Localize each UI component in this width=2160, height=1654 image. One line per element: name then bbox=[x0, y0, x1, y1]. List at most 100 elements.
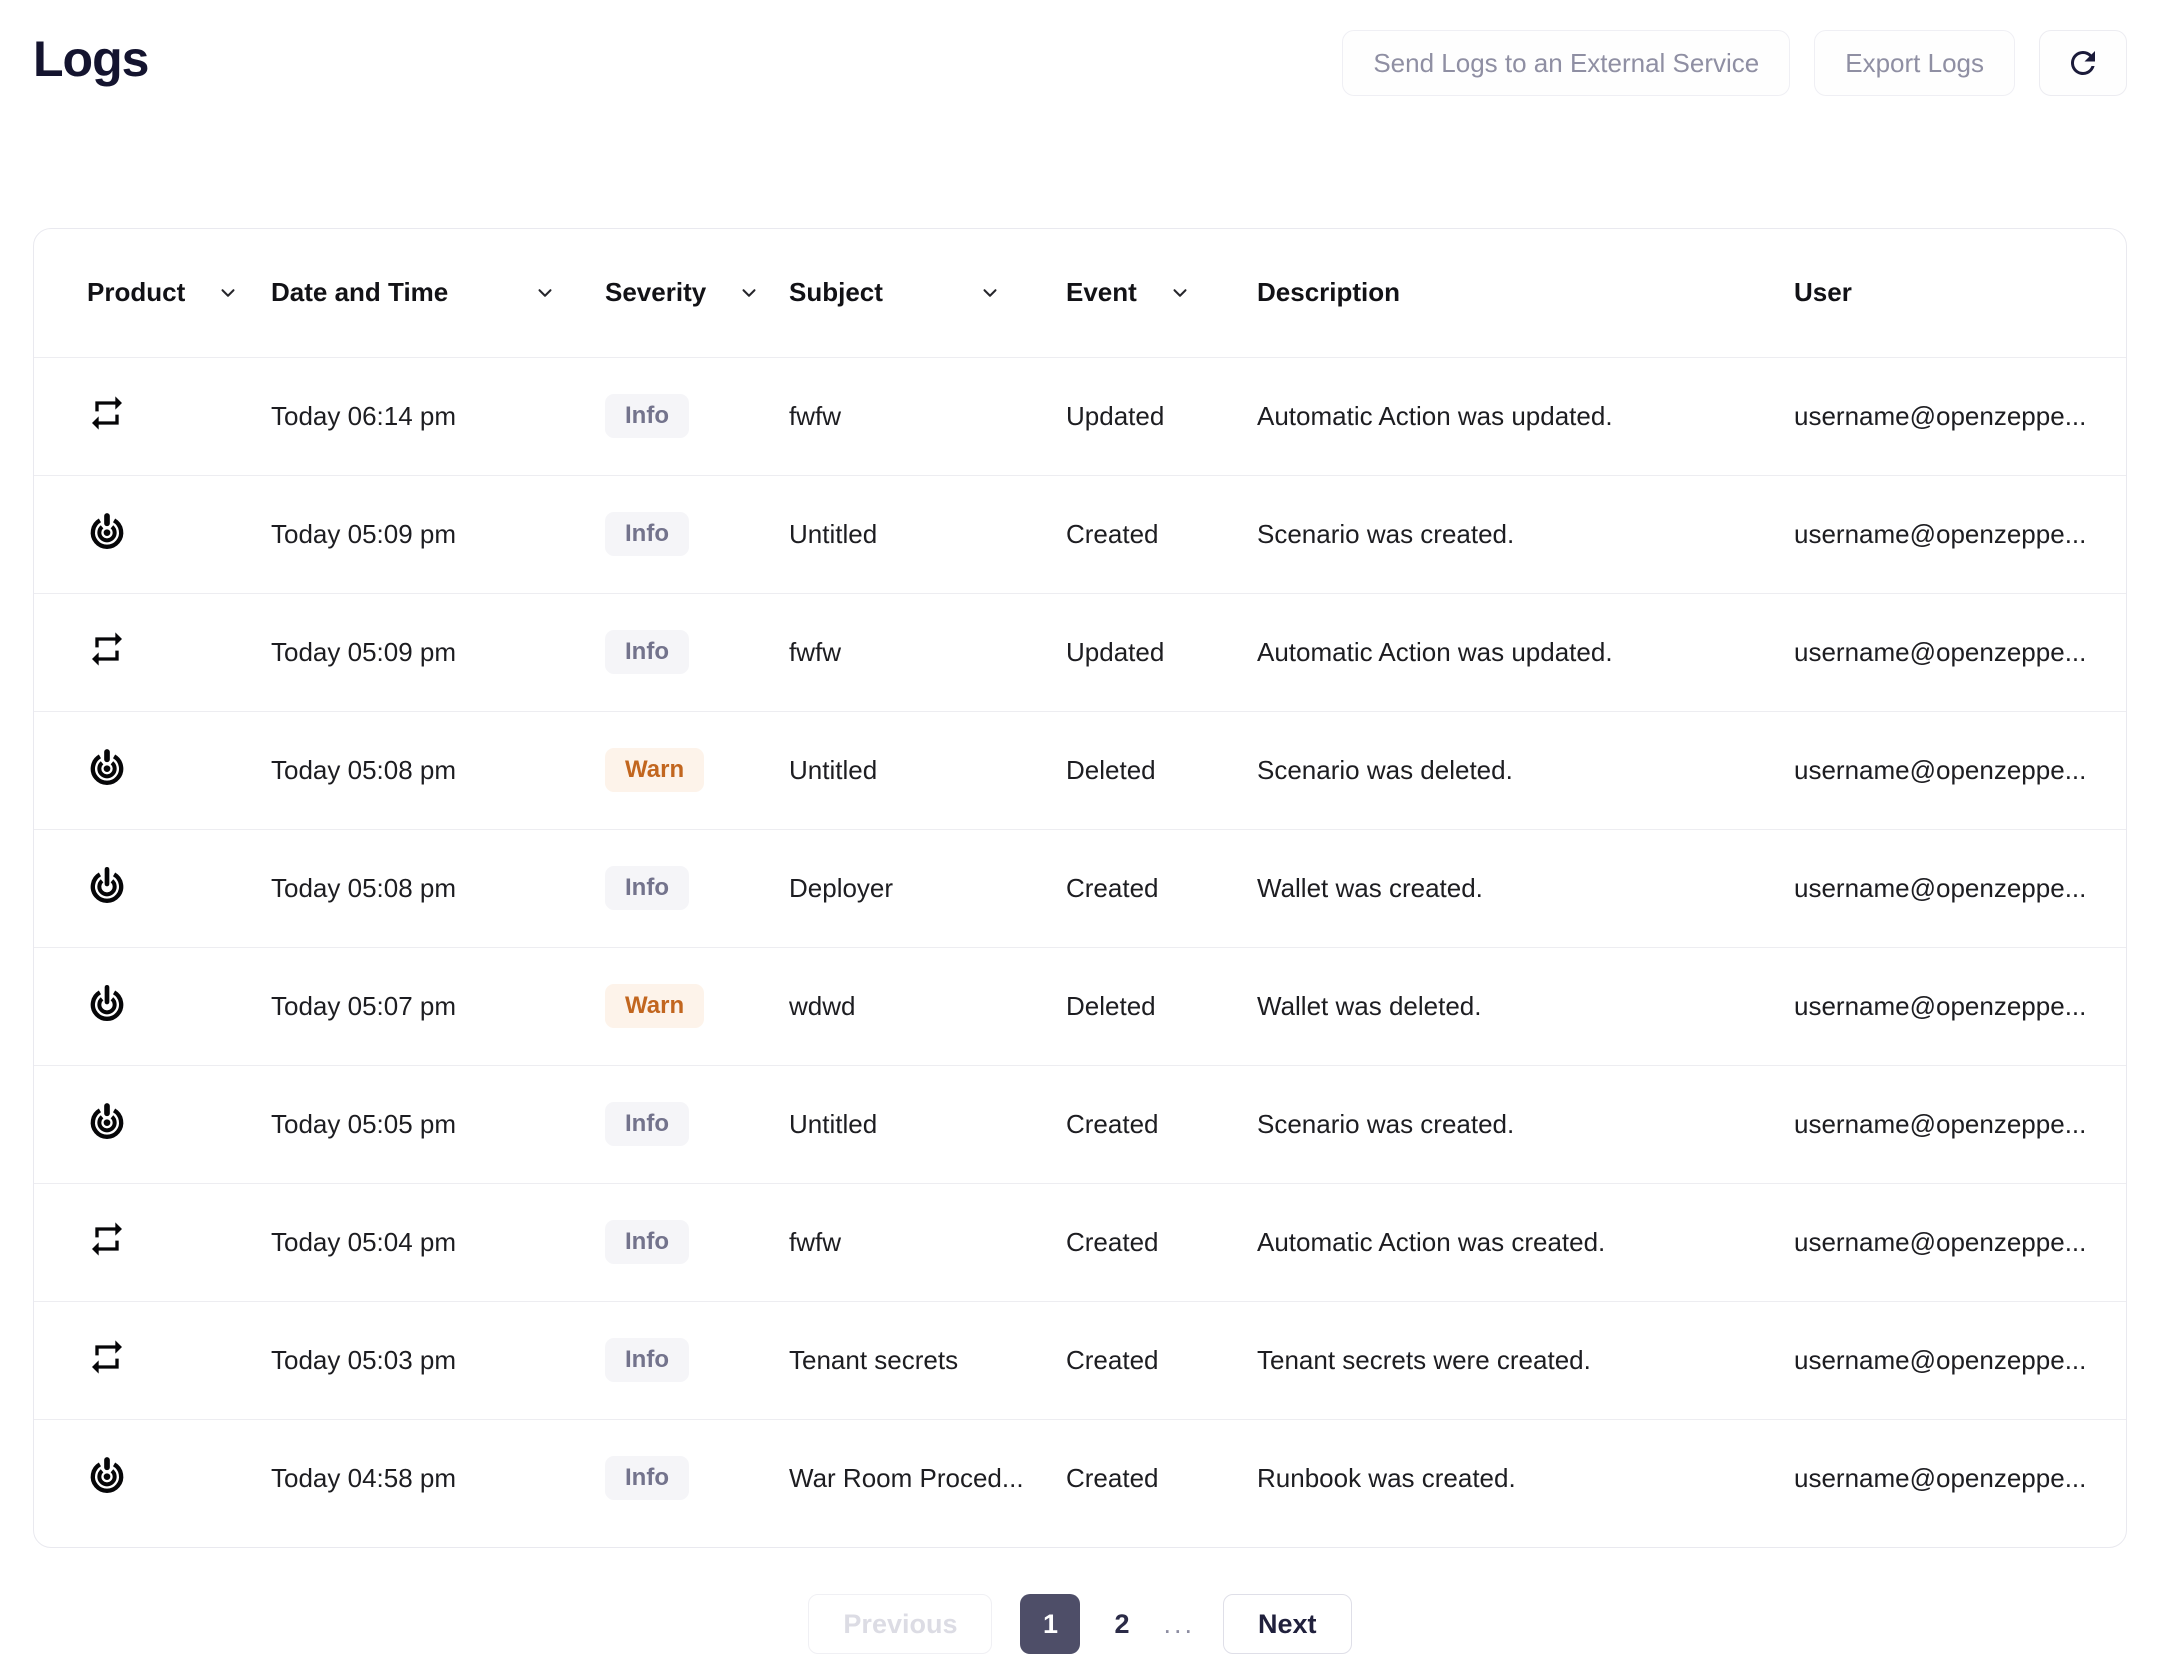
log-user: username@openzeppe... bbox=[1794, 710, 2126, 829]
log-user: username@openzeppe... bbox=[1794, 1064, 2126, 1183]
log-event: Created bbox=[1066, 1064, 1257, 1183]
incident-response-icon bbox=[87, 1455, 127, 1495]
pagination-ellipsis: ... bbox=[1163, 1608, 1196, 1639]
log-user: username@openzeppe... bbox=[1794, 1182, 2126, 1301]
log-datetime: Today 05:07 pm bbox=[271, 946, 605, 1065]
log-subject: Tenant secrets bbox=[789, 1300, 1066, 1419]
column-header-label: Subject bbox=[789, 277, 883, 308]
log-description: Runbook was created. bbox=[1257, 1418, 1794, 1537]
incident-response-icon bbox=[87, 747, 127, 787]
log-event: Deleted bbox=[1066, 946, 1257, 1065]
log-description: Scenario was created. bbox=[1257, 474, 1794, 593]
log-subject: fwfw bbox=[789, 592, 1066, 711]
log-event: Deleted bbox=[1066, 710, 1257, 829]
log-row: Today 05:09 pm Info Untitled Created Sce… bbox=[34, 474, 2126, 593]
page-button-1[interactable]: 1 bbox=[1020, 1594, 1081, 1654]
log-user: username@openzeppe... bbox=[1794, 1418, 2126, 1537]
page-title: Logs bbox=[33, 31, 149, 87]
column-header-label: Event bbox=[1066, 277, 1137, 308]
severity-badge: Info bbox=[605, 1456, 689, 1501]
relayer-icon bbox=[87, 983, 127, 1023]
log-description: Automatic Action was updated. bbox=[1257, 592, 1794, 711]
log-row: Today 05:07 pm Warn wdwd Deleted Wallet … bbox=[34, 946, 2126, 1065]
log-subject: War Room Proced... bbox=[789, 1418, 1066, 1537]
incident-response-icon bbox=[87, 1101, 127, 1141]
log-description: Wallet was created. bbox=[1257, 828, 1794, 947]
log-row: Today 04:58 pm Info War Room Proced... C… bbox=[34, 1418, 2126, 1537]
chevron-down-icon[interactable] bbox=[1169, 282, 1191, 304]
column-header-severity[interactable]: Severity bbox=[605, 229, 789, 357]
header-actions: Send Logs to an External Service Export … bbox=[1342, 30, 2127, 96]
severity-badge: Info bbox=[605, 1220, 689, 1264]
log-description: Wallet was deleted. bbox=[1257, 946, 1794, 1065]
log-row: Today 05:04 pm Info fwfw Created Automat… bbox=[34, 1182, 2126, 1301]
chevron-down-icon[interactable] bbox=[217, 282, 239, 304]
column-header-user: User bbox=[1794, 229, 2126, 357]
log-user: username@openzeppe... bbox=[1794, 1300, 2126, 1419]
actions-icon bbox=[87, 629, 127, 669]
column-header-label: User bbox=[1794, 277, 1852, 308]
log-event: Updated bbox=[1066, 356, 1257, 475]
log-user: username@openzeppe... bbox=[1794, 946, 2126, 1065]
column-header-event[interactable]: Event bbox=[1066, 229, 1257, 357]
severity-badge: Warn bbox=[605, 984, 705, 1028]
column-header-subject[interactable]: Subject bbox=[789, 229, 1066, 357]
log-user: username@openzeppe... bbox=[1794, 592, 2126, 711]
log-datetime: Today 05:08 pm bbox=[271, 710, 605, 829]
log-event: Created bbox=[1066, 1300, 1257, 1419]
log-event: Created bbox=[1066, 1418, 1257, 1537]
log-row: Today 05:08 pm Info Deployer Created Wal… bbox=[34, 828, 2126, 947]
log-row: Today 06:14 pm Info fwfw Updated Automat… bbox=[34, 356, 2126, 475]
log-row: Today 05:03 pm Info Tenant secrets Creat… bbox=[34, 1300, 2126, 1419]
column-header-label: Description bbox=[1257, 277, 1401, 308]
log-datetime: Today 05:05 pm bbox=[271, 1064, 605, 1183]
actions-icon bbox=[87, 393, 127, 433]
incident-response-icon bbox=[87, 511, 127, 551]
log-subject: Deployer bbox=[789, 828, 1066, 947]
log-event: Updated bbox=[1066, 592, 1257, 711]
log-description: Automatic Action was updated. bbox=[1257, 356, 1794, 475]
previous-page-button[interactable]: Previous bbox=[808, 1594, 993, 1654]
log-subject: fwfw bbox=[789, 1182, 1066, 1301]
severity-badge: Info bbox=[605, 512, 689, 556]
log-subject: Untitled bbox=[789, 474, 1066, 593]
log-event: Created bbox=[1066, 828, 1257, 947]
log-subject: wdwd bbox=[789, 946, 1066, 1065]
severity-badge: Info bbox=[605, 1102, 689, 1146]
send-logs-button[interactable]: Send Logs to an External Service bbox=[1342, 30, 1791, 96]
refresh-icon bbox=[2070, 50, 2095, 75]
pagination: Previous 1 2 ... Next bbox=[0, 1594, 2160, 1654]
actions-icon bbox=[87, 1219, 127, 1259]
log-description: Scenario was deleted. bbox=[1257, 710, 1794, 829]
column-header-product[interactable]: Product bbox=[34, 229, 271, 357]
severity-badge: Info bbox=[605, 866, 689, 910]
log-datetime: Today 05:09 pm bbox=[271, 592, 605, 711]
log-subject: Untitled bbox=[789, 710, 1066, 829]
column-header-date-and-time[interactable]: Date and Time bbox=[271, 229, 605, 357]
actions-icon bbox=[87, 1337, 127, 1377]
export-logs-button[interactable]: Export Logs bbox=[1814, 30, 2015, 96]
log-event: Created bbox=[1066, 1182, 1257, 1301]
logs-card: Product Date and Time Severity Subject bbox=[33, 228, 2127, 1548]
log-description: Scenario was created. bbox=[1257, 1064, 1794, 1183]
chevron-down-icon[interactable] bbox=[534, 282, 556, 304]
log-datetime: Today 06:14 pm bbox=[271, 356, 605, 475]
log-row: Today 05:09 pm Info fwfw Updated Automat… bbox=[34, 592, 2126, 711]
log-datetime: Today 04:58 pm bbox=[271, 1418, 605, 1537]
severity-badge: Info bbox=[605, 630, 689, 674]
log-user: username@openzeppe... bbox=[1794, 356, 2126, 475]
chevron-down-icon[interactable] bbox=[979, 282, 1001, 304]
page-button-2[interactable]: 2 bbox=[1114, 1608, 1130, 1639]
chevron-down-icon[interactable] bbox=[738, 282, 760, 304]
column-header-label: Date and Time bbox=[271, 277, 449, 308]
log-subject: Untitled bbox=[789, 1064, 1066, 1183]
log-subject: fwfw bbox=[789, 356, 1066, 475]
log-description: Tenant secrets were created. bbox=[1257, 1300, 1794, 1419]
column-header-description: Description bbox=[1257, 229, 1794, 357]
log-datetime: Today 05:08 pm bbox=[271, 828, 605, 947]
log-datetime: Today 05:09 pm bbox=[271, 474, 605, 593]
column-header-label: Product bbox=[87, 277, 186, 308]
refresh-button[interactable] bbox=[2039, 30, 2127, 96]
log-user: username@openzeppe... bbox=[1794, 474, 2126, 593]
next-page-button[interactable]: Next bbox=[1223, 1594, 1352, 1654]
